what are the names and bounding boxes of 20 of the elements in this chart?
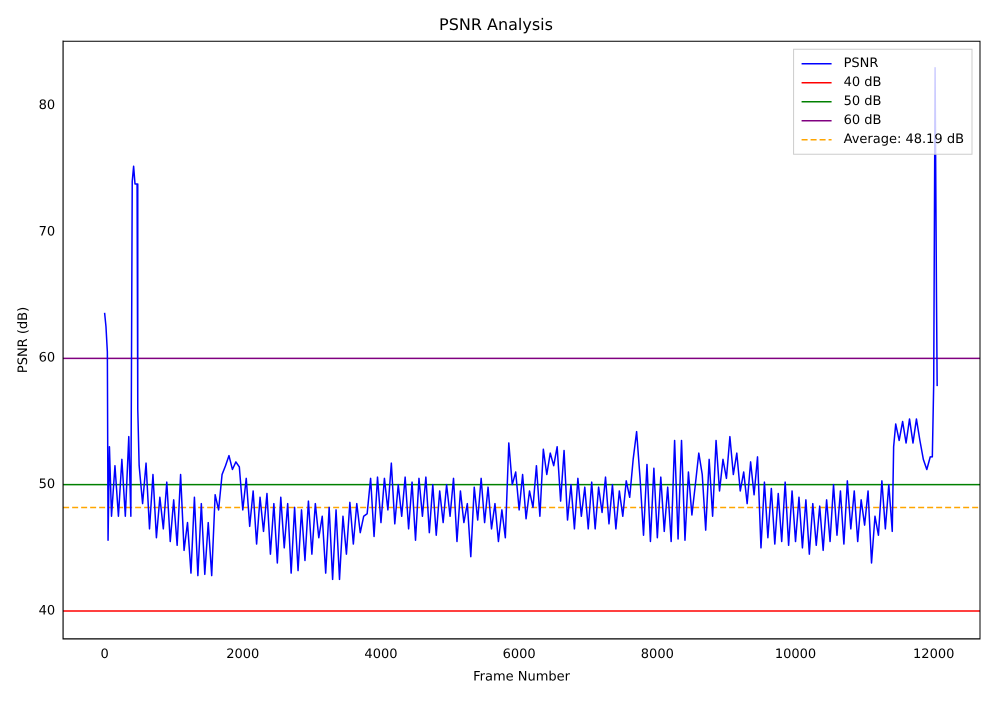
y-tick-label: 50 xyxy=(38,477,56,492)
x-tick-label: 6000 xyxy=(502,646,536,662)
x-tick-label: 10000 xyxy=(774,646,816,662)
y-tick-label: 40 xyxy=(38,603,56,618)
y-tick-label: 70 xyxy=(38,224,56,240)
y-tick-label: 80 xyxy=(38,98,56,114)
x-tick-label: 4000 xyxy=(364,646,398,662)
legend-label: 60 dB xyxy=(844,113,882,128)
x-tick-label: 12000 xyxy=(913,646,954,662)
x-axis-title: Frame Number xyxy=(473,670,571,685)
y-tick-label: 60 xyxy=(38,350,56,366)
legend-label: 50 dB xyxy=(844,94,882,110)
legend-label: Average: 48.19 dB xyxy=(844,132,964,148)
legend-label: 40 dB xyxy=(844,75,882,90)
x-tick-label: 0 xyxy=(100,646,109,662)
y-axis-title: PSNR (dB) xyxy=(16,306,32,374)
x-tick-label: 2000 xyxy=(226,646,260,662)
chart-title: PSNR Analysis xyxy=(439,14,553,34)
x-tick-label: 8000 xyxy=(640,646,674,662)
legend-label: PSNR xyxy=(844,56,878,72)
